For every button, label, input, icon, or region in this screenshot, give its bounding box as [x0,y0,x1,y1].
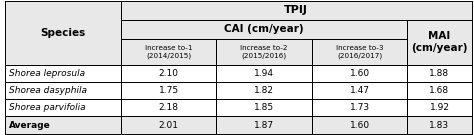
Bar [312,39,407,65]
Bar [5,65,121,82]
Bar [407,65,472,82]
Bar [407,20,472,65]
Text: 2.18: 2.18 [159,103,179,112]
Text: Shorea dasyphila: Shorea dasyphila [9,86,87,95]
Text: Increase to-1
(2014/2015): Increase to-1 (2014/2015) [145,45,192,59]
Text: Species: Species [40,28,85,38]
Bar [312,117,407,134]
Bar [407,82,472,99]
Text: Increase to-3
(2016/2017): Increase to-3 (2016/2017) [336,45,383,59]
Bar [5,117,121,134]
Bar [5,1,121,65]
Text: 1.88: 1.88 [429,69,449,78]
Text: 1.60: 1.60 [349,121,370,130]
Text: TPIJ: TPIJ [284,6,308,16]
Bar [217,117,312,134]
Bar [121,99,217,117]
Bar [217,39,312,65]
Bar [217,65,312,82]
Bar [407,99,472,117]
Text: 2.01: 2.01 [159,121,179,130]
Text: 1.60: 1.60 [349,69,370,78]
Text: 1.94: 1.94 [254,69,274,78]
Text: Average: Average [9,121,51,130]
Bar [312,82,407,99]
Bar [121,20,407,39]
Bar [217,99,312,117]
Bar [217,82,312,99]
Text: CAI (cm/year): CAI (cm/year) [224,24,304,34]
Text: MAI
(cm/year): MAI (cm/year) [411,31,468,53]
Text: 1.92: 1.92 [429,103,449,112]
Text: 1.82: 1.82 [254,86,274,95]
Bar [121,65,217,82]
Bar [312,99,407,117]
Text: Shorea parvifolia: Shorea parvifolia [9,103,86,112]
Bar [5,82,121,99]
Text: 1.75: 1.75 [159,86,179,95]
Bar [121,117,217,134]
Text: Shorea leprosula: Shorea leprosula [9,69,85,78]
Bar [312,65,407,82]
Bar [5,99,121,117]
Text: 1.68: 1.68 [429,86,449,95]
Bar [407,117,472,134]
Text: 2.10: 2.10 [159,69,179,78]
Bar [121,39,217,65]
Text: Increase to-2
(2015/2016): Increase to-2 (2015/2016) [240,45,288,59]
Text: 1.73: 1.73 [349,103,370,112]
Bar [121,1,472,20]
Text: 1.47: 1.47 [350,86,370,95]
Bar [121,82,217,99]
Text: 1.83: 1.83 [429,121,449,130]
Text: 1.85: 1.85 [254,103,274,112]
Text: 1.87: 1.87 [254,121,274,130]
